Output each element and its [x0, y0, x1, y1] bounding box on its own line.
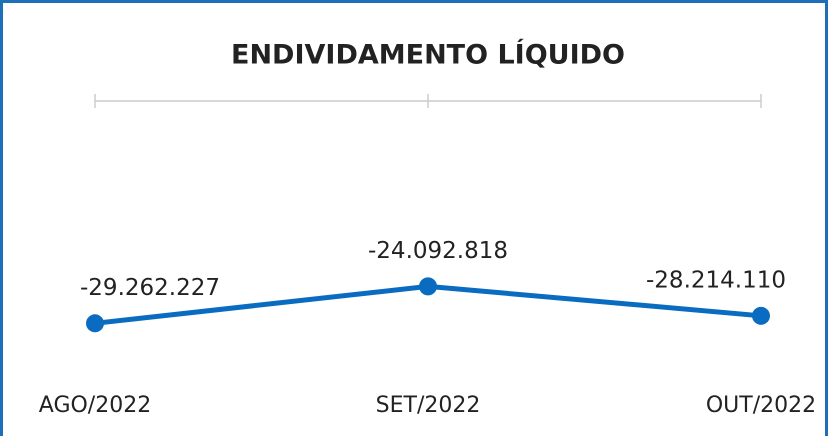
x-tick-label: SET/2022 [376, 393, 481, 418]
value-label: -29.262.227 [80, 275, 220, 301]
point [752, 306, 770, 325]
value-label: -24.092.818 [368, 238, 508, 264]
value-label: -28.214.110 [646, 267, 786, 293]
point [86, 314, 104, 333]
x-tick-label: OUT/2022 [706, 393, 816, 418]
x-tick-label: AGO/2022 [39, 393, 151, 418]
point [419, 277, 437, 296]
chart-title: ENDIVIDAMENTO LÍQUIDO [231, 39, 625, 71]
